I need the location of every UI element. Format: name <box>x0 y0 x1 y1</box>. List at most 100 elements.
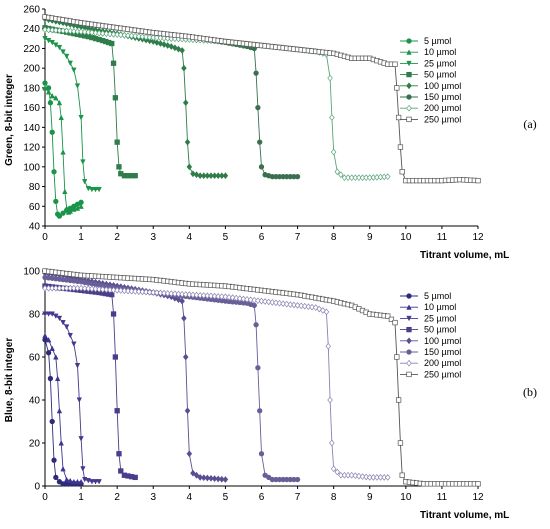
data-point <box>385 313 391 319</box>
data-point <box>51 457 57 463</box>
data-point <box>110 60 117 66</box>
data-point <box>157 289 164 297</box>
data-point <box>56 27 63 34</box>
series-line <box>44 339 82 485</box>
series-0 <box>42 80 84 219</box>
data-point <box>305 303 312 311</box>
data-point <box>150 289 157 296</box>
data-point <box>181 314 187 322</box>
y-tick-label: 140 <box>23 123 40 134</box>
data-point <box>136 33 142 40</box>
series-line <box>44 272 226 481</box>
data-point <box>201 292 207 299</box>
data-point <box>204 172 211 180</box>
data-point <box>298 302 304 310</box>
data-point <box>53 26 59 34</box>
data-point <box>197 172 203 180</box>
data-point <box>302 302 308 310</box>
data-point <box>186 163 193 171</box>
data-point <box>42 36 48 42</box>
data-point <box>67 27 74 35</box>
data-point <box>244 296 250 303</box>
legend-label: 5 µmol <box>424 36 451 46</box>
data-point <box>253 322 259 328</box>
data-point <box>81 179 88 185</box>
data-point <box>190 291 196 299</box>
data-point <box>63 27 70 35</box>
legend-label: 10 µmol <box>424 302 456 312</box>
x-tick-label: 3 <box>150 492 156 503</box>
data-point <box>215 293 221 300</box>
legend-label: 25 µmol <box>424 58 456 68</box>
data-point <box>294 174 301 180</box>
data-point <box>201 474 207 482</box>
data-point <box>175 290 182 298</box>
legend-entry: 25 µmol <box>400 58 456 68</box>
data-point <box>381 474 387 481</box>
data-point <box>60 284 66 292</box>
data-point <box>118 31 124 39</box>
data-point <box>294 476 301 483</box>
data-point <box>49 26 55 34</box>
y-tick-label: 120 <box>23 143 40 154</box>
series-line <box>44 285 136 478</box>
data-point <box>226 293 232 301</box>
data-point <box>219 293 225 300</box>
data-point <box>143 33 149 41</box>
data-point <box>49 284 55 292</box>
data-point <box>193 171 200 179</box>
legend-entry: 250 µmol <box>400 114 461 124</box>
x-tick-label: 3 <box>150 232 156 243</box>
data-point <box>211 475 218 482</box>
data-point <box>53 198 59 204</box>
data-point <box>146 288 153 296</box>
data-point <box>78 436 84 442</box>
data-point <box>330 465 337 473</box>
x-tick-label: 8 <box>331 492 337 503</box>
data-point <box>89 479 95 485</box>
data-point <box>257 408 263 414</box>
data-point <box>85 285 92 292</box>
data-point <box>363 174 369 182</box>
legend-label: 50 µmol <box>424 325 456 335</box>
data-point <box>352 174 359 182</box>
data-point <box>74 284 81 292</box>
data-point <box>222 293 229 301</box>
y-tick-label: 240 <box>23 24 40 35</box>
legend-entry: 150 µmol <box>400 347 461 357</box>
data-point <box>62 188 68 195</box>
data-point <box>96 186 102 193</box>
data-point <box>179 47 185 54</box>
data-point <box>150 38 157 45</box>
data-point <box>253 70 259 76</box>
legend-marker <box>406 116 412 123</box>
data-point <box>186 450 193 458</box>
data-point <box>110 286 117 294</box>
legend-marker <box>406 304 412 310</box>
data-point <box>42 85 48 91</box>
series-2 <box>42 311 102 485</box>
data-point <box>237 295 243 302</box>
data-point <box>54 375 61 382</box>
data-point <box>96 29 102 37</box>
data-point <box>338 471 344 479</box>
legend-marker <box>406 60 412 67</box>
data-point <box>56 407 63 414</box>
data-point <box>208 474 214 482</box>
legend-entry: 5 µmol <box>400 291 451 301</box>
data-point <box>53 354 59 360</box>
data-point <box>78 284 84 292</box>
data-point <box>71 341 77 347</box>
data-point <box>96 479 102 485</box>
data-point <box>182 99 189 107</box>
data-point <box>67 332 73 339</box>
data-point <box>247 296 254 304</box>
data-point <box>143 288 149 296</box>
data-point <box>397 440 404 446</box>
data-point <box>67 284 74 292</box>
y-axis-label: Blue, 8-bit integer <box>4 338 15 423</box>
data-point <box>63 205 70 211</box>
x-tick-label: 4 <box>187 492 193 503</box>
data-point <box>255 365 261 371</box>
data-point <box>258 451 265 457</box>
